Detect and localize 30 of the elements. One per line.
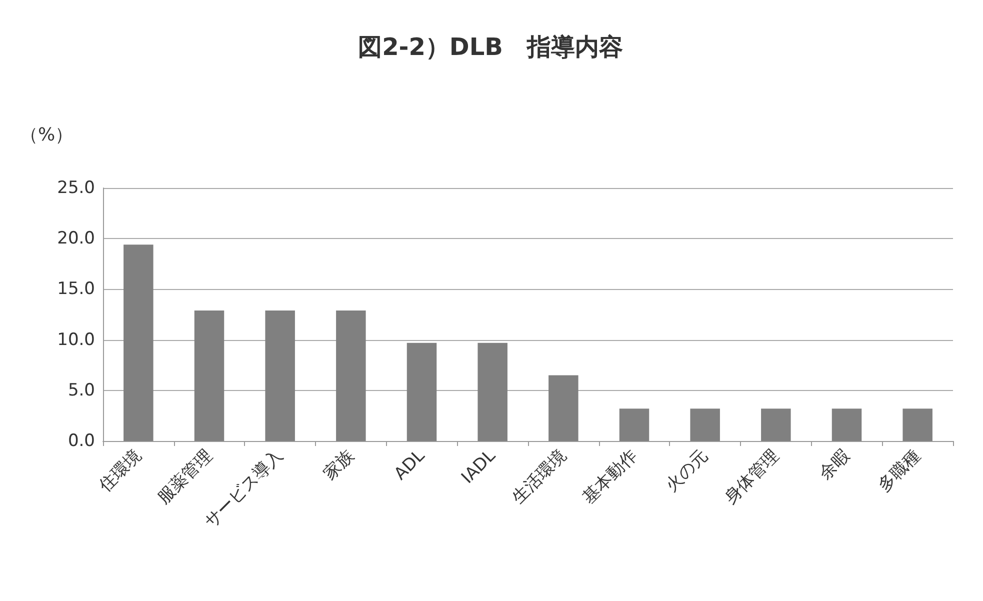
bar: [265, 310, 295, 441]
x-tick-label: 多職種: [874, 446, 925, 496]
y-tick-label: 0.0: [68, 431, 95, 451]
y-axis-title: （%）: [20, 124, 74, 146]
y-tick-label: 25.0: [57, 178, 95, 198]
bar: [832, 408, 862, 441]
bar: [406, 342, 437, 441]
bar: [619, 408, 650, 441]
x-tick-label: 基本動作: [579, 446, 642, 508]
x-tick-label: 住環境: [94, 446, 146, 497]
y-tick-label: 20.0: [57, 228, 95, 249]
x-tick-label: 生活環境: [508, 446, 570, 508]
bar: [194, 310, 224, 441]
bar: [478, 342, 508, 441]
y-tick-label: 15.0: [57, 279, 95, 300]
x-tick-label: ADL: [390, 446, 430, 484]
x-tick-label: 家族: [320, 446, 358, 484]
bar: [548, 375, 578, 441]
bar: [336, 310, 366, 441]
y-tick-label: 5.0: [68, 380, 95, 400]
chart-title: 図2-2）DLB 指導内容: [358, 33, 623, 61]
x-tick-label: 服薬管理: [154, 446, 216, 508]
x-tick-label: 身体管理: [720, 446, 783, 508]
bar: [124, 244, 154, 441]
x-tick-label: 火の元: [662, 446, 712, 496]
y-tick-label: 10.0: [57, 330, 95, 350]
x-tick-label: 余暇: [816, 446, 854, 484]
bar: [902, 408, 932, 441]
bar: [761, 408, 791, 441]
bar: [690, 408, 720, 441]
